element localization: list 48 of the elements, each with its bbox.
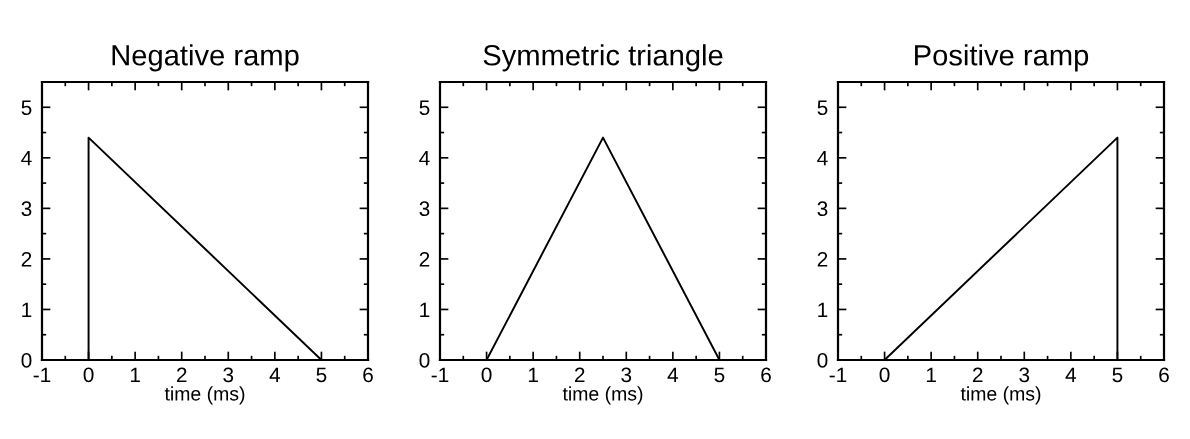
y-tick-label: 0: [817, 353, 828, 368]
x-tick-label: 0: [83, 367, 94, 383]
x-tick-label: 2: [574, 367, 585, 383]
y-tick-label: 3: [419, 201, 430, 217]
y-tick-label: 2: [419, 251, 430, 267]
x-tick-label: 4: [667, 367, 679, 383]
x-tick-label: 5: [714, 367, 725, 383]
x-tick-label: 2: [176, 367, 187, 383]
chart-title: Symmetric triangle: [483, 44, 723, 72]
x-tick-label: 0: [879, 367, 890, 383]
y-tick-label: 0: [21, 353, 32, 368]
chart-title: Negative ramp: [112, 44, 299, 72]
x-tick-label: 5: [316, 367, 327, 383]
x-axis-title: time (ms): [164, 386, 245, 405]
y-tick-label: 1: [818, 302, 828, 317]
x-tick-label: 5: [1112, 367, 1123, 383]
y-tick-label: 2: [21, 251, 32, 267]
x-tick-label: 4: [269, 367, 281, 383]
y-tick-label: 1: [420, 302, 430, 317]
x-tick-label: 6: [363, 367, 373, 383]
x-tick-label: 1: [528, 367, 538, 383]
x-tick-label: 3: [1019, 367, 1030, 383]
x-tick-label: 3: [621, 367, 632, 383]
x-tick-label: -1: [33, 367, 51, 383]
x-tick-label: -1: [431, 367, 449, 383]
x-tick-label: 3: [223, 367, 234, 383]
y-tick-label: 4: [817, 151, 828, 166]
y-tick-label: 5: [817, 100, 828, 116]
x-axis-title: time (ms): [562, 386, 643, 405]
x-tick-label: 0: [481, 367, 492, 383]
x-axis-title: time (ms): [960, 386, 1041, 405]
y-tick-label: 1: [22, 302, 32, 317]
y-tick-label: 3: [817, 201, 828, 217]
x-tick-label: 2: [972, 367, 983, 383]
y-tick-label: 4: [419, 151, 430, 166]
chart-title: Positive ramp: [915, 44, 1089, 72]
x-tick-label: 6: [1159, 367, 1169, 383]
x-tick-label: -1: [829, 367, 847, 383]
x-tick-label: 6: [761, 367, 771, 383]
y-tick-label: 3: [21, 201, 32, 217]
x-tick-label: 4: [1065, 367, 1077, 383]
y-tick-label: 5: [419, 100, 430, 116]
y-tick-label: 4: [21, 151, 32, 166]
x-tick-label: 1: [130, 367, 140, 383]
y-tick-label: 2: [817, 251, 828, 267]
x-tick-label: 1: [926, 367, 936, 383]
y-tick-label: 0: [419, 353, 430, 368]
y-tick-label: 5: [21, 100, 32, 116]
